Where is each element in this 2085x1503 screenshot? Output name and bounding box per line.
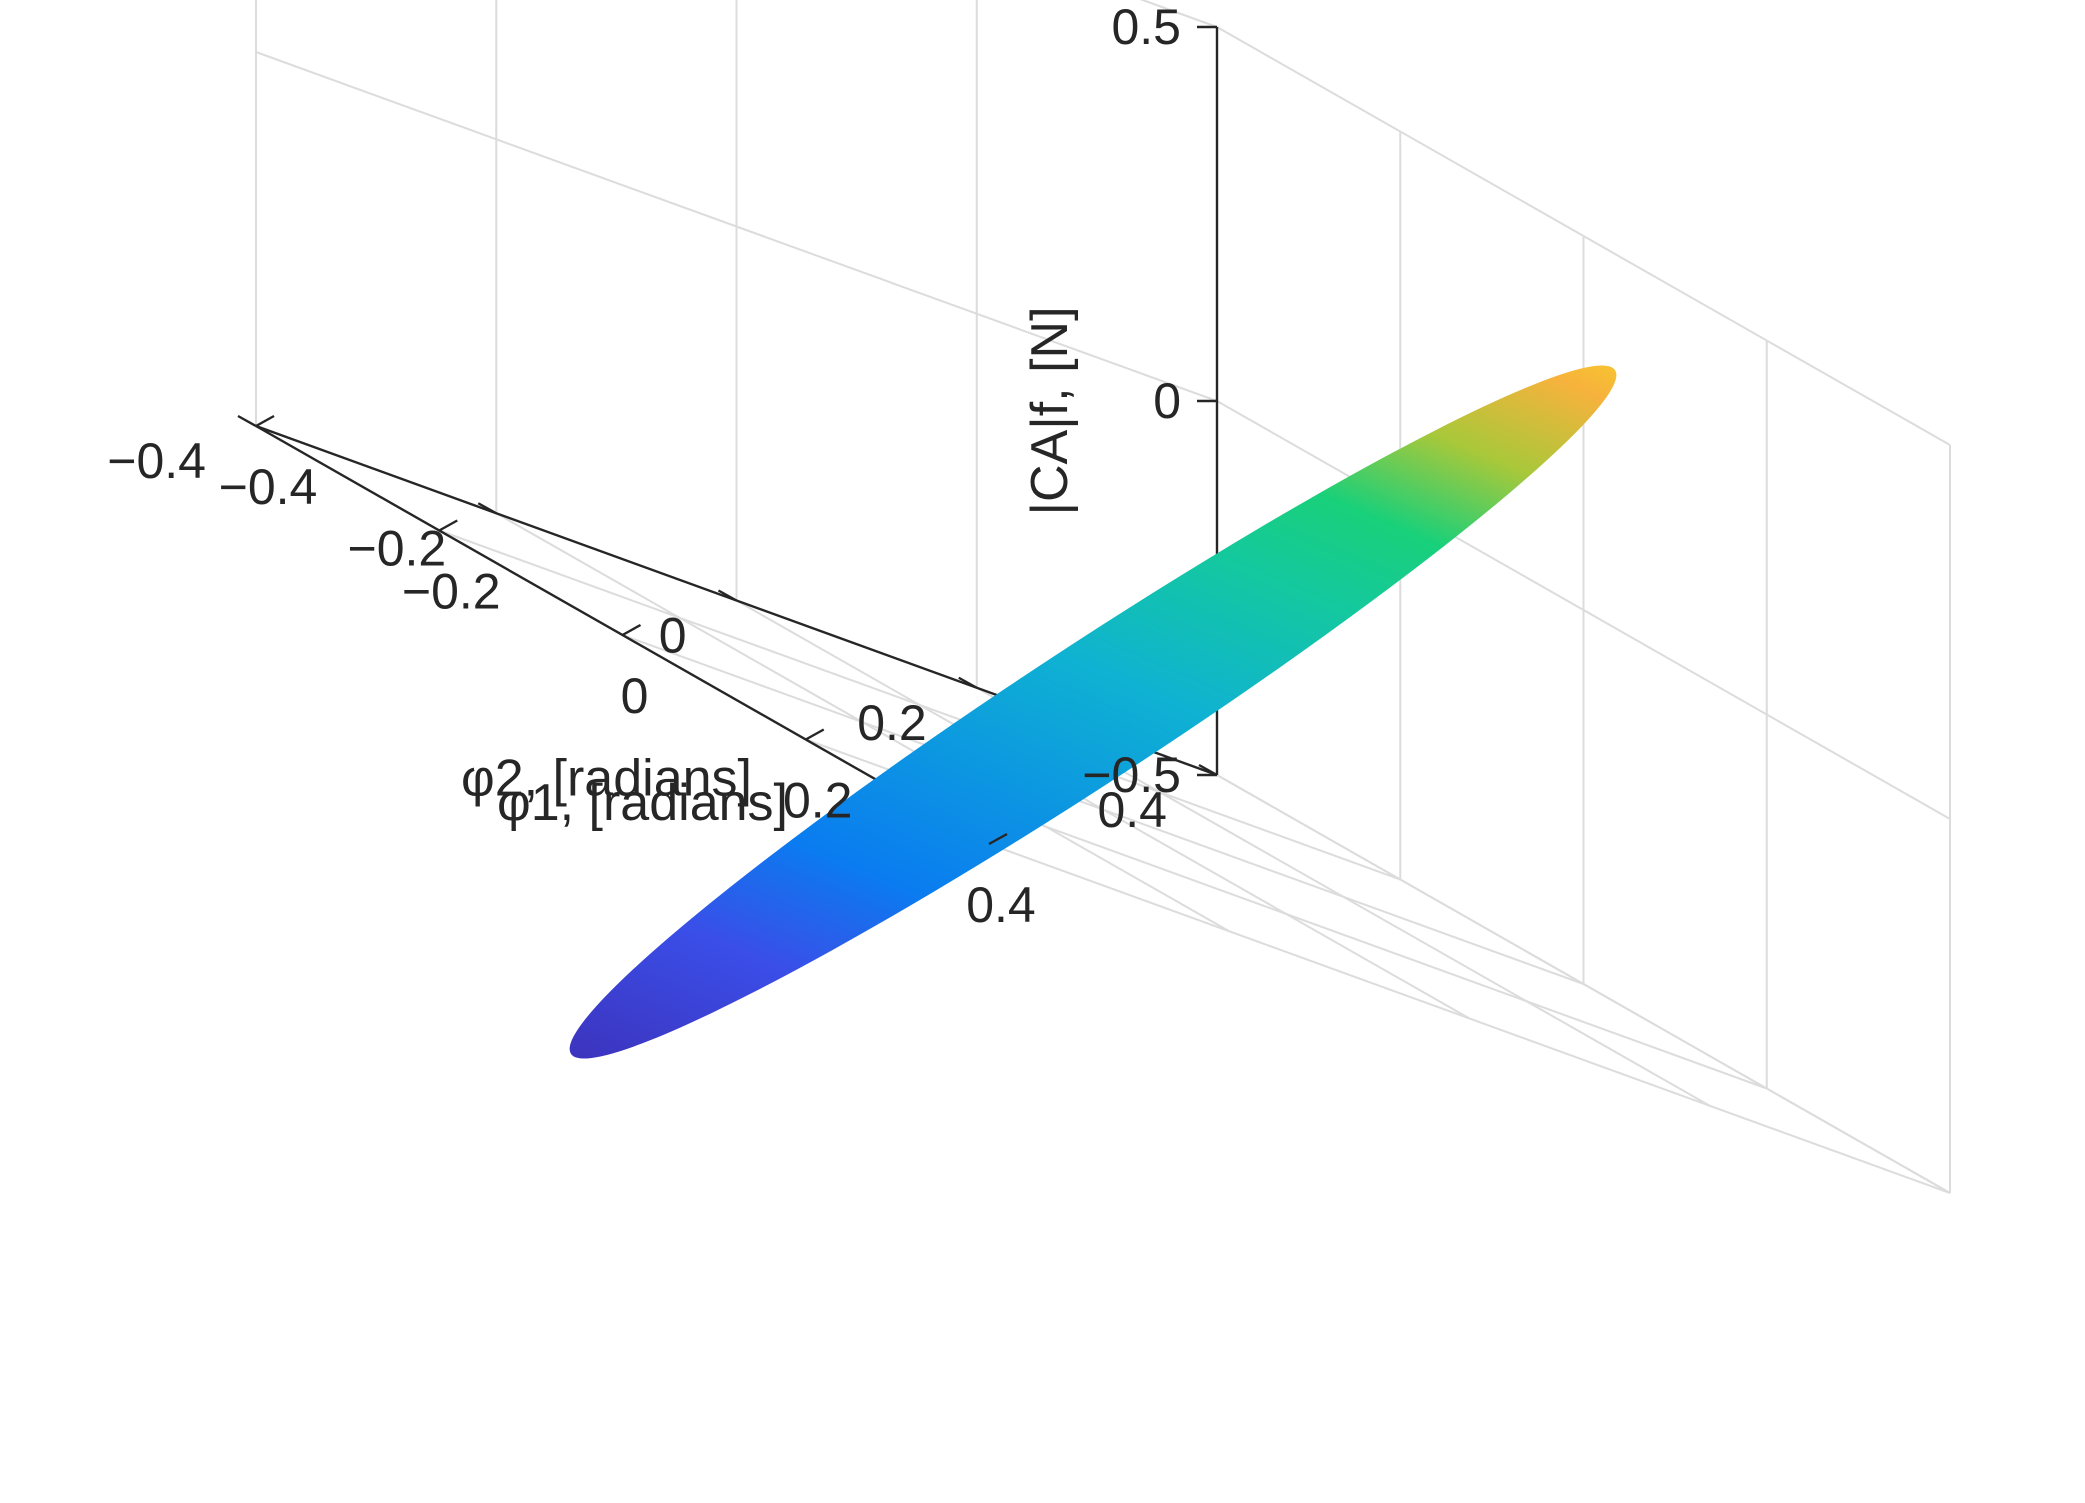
y-tick xyxy=(477,502,497,515)
x-axis-label: φ1, [radians] xyxy=(497,774,788,832)
x-tick-label: 0 xyxy=(621,668,649,724)
y-tick xyxy=(1198,763,1218,777)
grid-line-backwall-z xyxy=(1216,26,1951,446)
y-tick xyxy=(958,676,978,689)
surface-layer xyxy=(569,365,1617,1059)
z-tick-label: 0 xyxy=(1153,373,1181,429)
y-tick-label: 0.2 xyxy=(857,695,927,751)
x-tick-label: 0.2 xyxy=(783,773,853,829)
z-tick-label: 0.5 xyxy=(1111,0,1181,55)
surface-ellipse xyxy=(569,365,1617,1059)
z-tick-label: −0.5 xyxy=(1082,747,1181,803)
y-tick-label: −0.4 xyxy=(107,433,206,489)
grid-lines xyxy=(255,0,1951,1194)
x-tick xyxy=(255,414,275,428)
y-tick-label: 0 xyxy=(659,608,687,664)
x-tick xyxy=(438,519,458,532)
grid-line-backwall-z xyxy=(1216,774,1951,1194)
y-tick-label: 0.4 xyxy=(1097,782,1167,838)
x-tick xyxy=(621,623,642,637)
y-axis-label: φ2, [radians] xyxy=(461,750,752,808)
grid-line-floor-y xyxy=(495,512,1230,933)
x-tick xyxy=(988,832,1008,846)
grid-line-backwall-z xyxy=(1216,400,1951,820)
y-tick-label: −0.2 xyxy=(348,520,447,576)
grid-line-leftwall-z xyxy=(255,51,1218,402)
y-tick xyxy=(237,414,257,428)
x-tick xyxy=(805,728,825,741)
x-tick-label: −0.4 xyxy=(219,459,318,515)
x-tick-label: −0.2 xyxy=(402,564,501,620)
grid-line-floor-y xyxy=(736,599,1470,1020)
y-tick xyxy=(717,589,738,602)
ticks: −0.4−0.200.20.4−0.4−0.200.20.4−0.500.5 xyxy=(107,0,1218,933)
x-tick-label: 0.4 xyxy=(966,877,1036,933)
z-axis-label: |CA|f, [N] xyxy=(1021,306,1079,515)
